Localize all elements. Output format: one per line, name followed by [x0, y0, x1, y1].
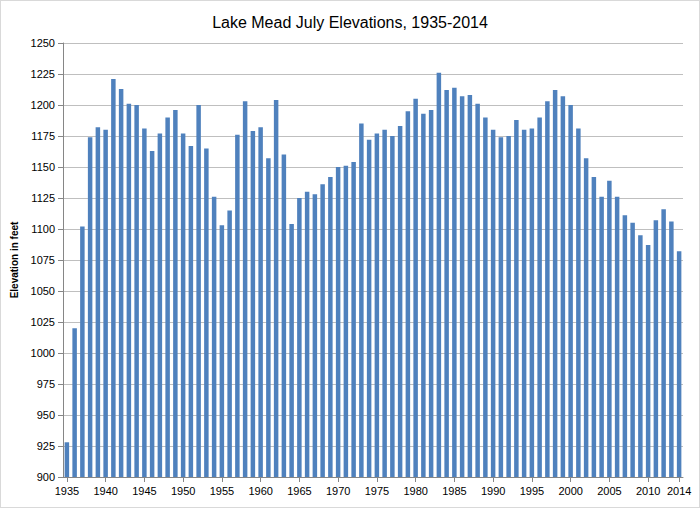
- svg-text:1050: 1050: [31, 285, 55, 297]
- svg-text:2005: 2005: [597, 485, 621, 497]
- svg-text:1940: 1940: [93, 485, 117, 497]
- svg-text:1985: 1985: [442, 485, 466, 497]
- svg-text:1125: 1125: [31, 192, 55, 204]
- svg-text:1000: 1000: [31, 347, 55, 359]
- svg-text:1980: 1980: [403, 485, 427, 497]
- svg-text:1175: 1175: [31, 130, 55, 142]
- svg-text:1200: 1200: [31, 99, 55, 111]
- svg-text:975: 975: [37, 378, 55, 390]
- svg-text:925: 925: [37, 440, 55, 452]
- svg-text:1150: 1150: [31, 161, 55, 173]
- svg-text:2000: 2000: [558, 485, 582, 497]
- svg-text:1990: 1990: [481, 485, 505, 497]
- svg-text:1950: 1950: [171, 485, 195, 497]
- svg-text:Elevation in feet: Elevation in feet: [9, 221, 20, 298]
- svg-text:2010: 2010: [636, 485, 660, 497]
- svg-text:1995: 1995: [520, 485, 544, 497]
- svg-text:1250: 1250: [31, 37, 55, 49]
- svg-text:1945: 1945: [132, 485, 156, 497]
- svg-text:1225: 1225: [31, 68, 55, 80]
- svg-text:1100: 1100: [31, 223, 55, 235]
- svg-text:1935: 1935: [55, 485, 79, 497]
- svg-text:1955: 1955: [210, 485, 234, 497]
- svg-text:1960: 1960: [248, 485, 272, 497]
- svg-text:1970: 1970: [326, 485, 350, 497]
- svg-text:1075: 1075: [31, 254, 55, 266]
- svg-text:2014: 2014: [667, 485, 691, 497]
- svg-text:Lake Mead July Elevations, 193: Lake Mead July Elevations, 1935-2014: [212, 14, 488, 31]
- svg-text:900: 900: [37, 471, 55, 483]
- svg-text:1965: 1965: [287, 485, 311, 497]
- svg-text:1975: 1975: [365, 485, 389, 497]
- svg-text:950: 950: [37, 409, 55, 421]
- svg-text:1025: 1025: [31, 316, 55, 328]
